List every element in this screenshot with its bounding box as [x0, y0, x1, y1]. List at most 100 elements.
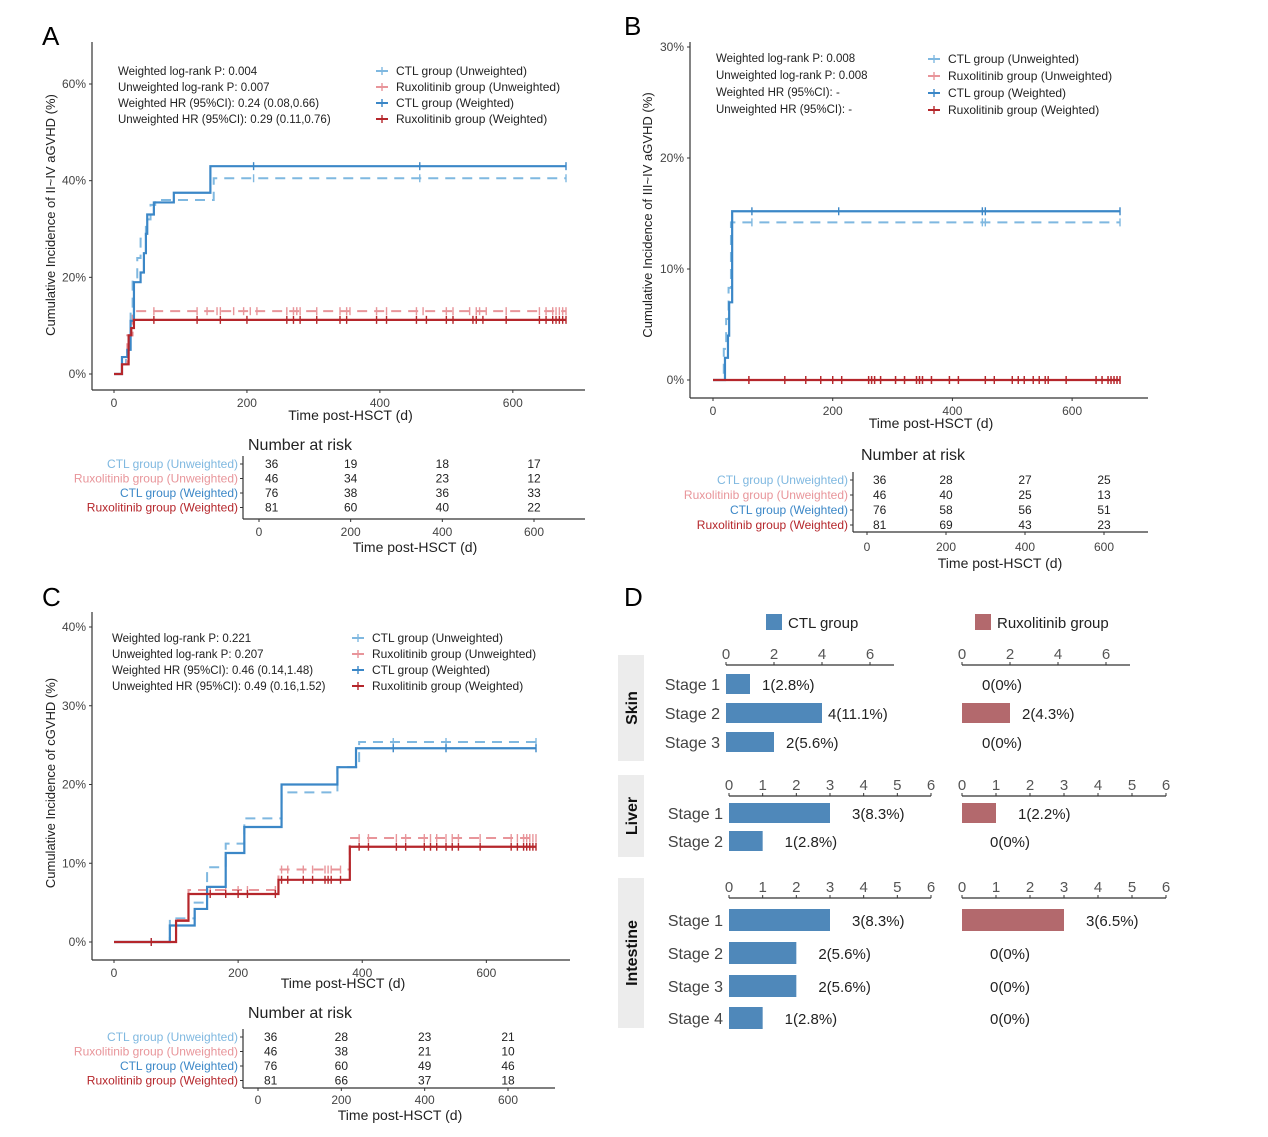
risk-value: 25 [1018, 488, 1032, 502]
risk-value: 36 [265, 457, 279, 471]
risk-value: 76 [265, 486, 279, 500]
facet-strip [618, 775, 644, 857]
x-tick-label: 200 [823, 404, 843, 418]
risk-value: 76 [264, 1059, 278, 1073]
x-axis-title: Time post-HSCT (d) [288, 407, 412, 423]
risk-value: 38 [335, 1045, 349, 1059]
bar-value-label: 1(2.8%) [785, 1011, 838, 1028]
stat-text: Weighted HR (95%CI): - [716, 87, 840, 99]
risk-value: 27 [1018, 473, 1032, 487]
y-tick-label: 60% [62, 77, 86, 91]
series-line-ctl-weighted [114, 747, 536, 944]
legend-label: CTL group [788, 615, 858, 632]
bar-value-label: 3(8.3%) [852, 913, 905, 930]
stage-label: Stage 2 [668, 946, 723, 963]
bar-ctl [729, 942, 797, 964]
risk-table-title: Number at risk [248, 437, 353, 454]
legend-label: CTL group (Weighted) [948, 86, 1066, 100]
risk-x-tick-label: 0 [255, 1093, 262, 1107]
bar-axis-tick-label: 4 [1094, 777, 1102, 794]
risk-value: 56 [1018, 503, 1032, 517]
risk-value: 18 [436, 457, 450, 471]
facet-liver: Liver 0 1 2 3 4 5 6 3(8.3%) 1(2.8%) 0 1 2 3 4 5 6 1(2.2%)… [618, 775, 1170, 857]
risk-value: 17 [527, 457, 541, 471]
bar-ctl [729, 803, 830, 823]
risk-x-tick-label: 200 [341, 525, 361, 539]
x-tick-label: 0 [111, 396, 118, 410]
y-tick-label: 30% [62, 699, 86, 713]
x-tick-label: 600 [1062, 404, 1082, 418]
legend-label: CTL group (Unweighted) [948, 52, 1079, 66]
y-tick-label: 40% [62, 620, 86, 634]
facet-label: Intestine [624, 920, 641, 986]
x-tick-label: 600 [503, 396, 523, 410]
risk-value: 81 [264, 1074, 278, 1088]
y-tick-label: 40% [62, 174, 86, 188]
risk-x-axis-title: Time post-HSCT (d) [938, 555, 1062, 571]
facet-strip [618, 655, 644, 761]
x-tick-label: 0 [710, 404, 717, 418]
stat-text: Unweighted HR (95%CI): 0.49 (0.16,1.52) [112, 681, 326, 693]
bar-ruxolitinib [962, 909, 1064, 931]
bar-value-label: 2(4.3%) [1022, 706, 1075, 723]
risk-x-tick-label: 600 [498, 1093, 518, 1107]
x-tick-label: 400 [370, 396, 390, 410]
facet-label: Skin [624, 691, 641, 725]
risk-value: 25 [1097, 473, 1111, 487]
bar-axis-tick-label: 0 [725, 879, 733, 896]
stat-text: Unweighted log-rank P: 0.008 [716, 70, 868, 82]
risk-value: 36 [436, 486, 450, 500]
series-line-ctl-unweighted [114, 740, 536, 943]
risk-row-label: Ruxolitinib group (Weighted) [87, 1074, 238, 1088]
bar-value-label: 0(0%) [990, 1011, 1030, 1028]
bar-value-label: 3(8.3%) [852, 806, 905, 823]
x-tick-label: 200 [237, 396, 257, 410]
panel-d: D CTL group Ruxolitinib group Skin 0 2 4 6 1(2.8… [618, 582, 1170, 1029]
risk-value: 49 [418, 1059, 432, 1073]
bar-value-label: 1(2.2%) [1018, 806, 1071, 823]
legend-label: Ruxolitinib group (Weighted) [396, 112, 547, 126]
risk-row-label: Ruxolitinib group (Unweighted) [74, 472, 238, 486]
stat-text: Weighted HR (95%CI): 0.46 (0.14,1.48) [112, 665, 313, 677]
risk-row-label: CTL group (Unweighted) [107, 457, 238, 471]
bar-axis-tick-label: 6 [866, 646, 874, 663]
bar-axis-tick-label: 2 [792, 777, 800, 794]
bar-ctl [726, 703, 822, 723]
stat-text: Unweighted HR (95%CI): 0.29 (0.11,0.76) [118, 114, 331, 126]
risk-row-label: Ruxolitinib group (Unweighted) [74, 1045, 238, 1059]
risk-x-tick-label: 0 [864, 540, 871, 554]
risk-value: 46 [264, 1045, 278, 1059]
risk-value: 60 [335, 1059, 349, 1073]
risk-value: 22 [527, 501, 541, 515]
bar-axis-tick-label: 3 [1060, 879, 1068, 896]
bar-axis-tick-label: 6 [1162, 777, 1170, 794]
bar-axis-tick-label: 6 [927, 879, 935, 896]
risk-x-tick-label: 600 [1094, 540, 1114, 554]
risk-value: 28 [939, 473, 953, 487]
bar-axis-tick-label: 5 [893, 879, 901, 896]
legend-swatch [766, 614, 782, 630]
bar-value-label: 2(5.6%) [786, 735, 839, 752]
y-axis-title: Cumulative Incidence of II~IV aGVHD (%) [43, 94, 58, 336]
legend-label: Ruxolitinib group (Weighted) [948, 103, 1099, 117]
series-line-rux-weighted [114, 318, 566, 376]
bar-value-label: 0(0%) [982, 677, 1022, 694]
stage-label: Stage 1 [665, 677, 720, 694]
bar-axis-tick-label: 3 [826, 777, 834, 794]
stat-text: Unweighted log-rank P: 0.007 [118, 82, 270, 94]
risk-table-title: Number at risk [861, 447, 966, 464]
bar-value-label: 0(0%) [982, 735, 1022, 752]
y-axis-title: Cumulative Incidence of III~IV aGVHD (%) [640, 92, 655, 337]
legend-label: Ruxolitinib group (Unweighted) [948, 69, 1112, 83]
bar-axis-tick-label: 2 [770, 646, 778, 663]
y-axis-title: Cumulative Incidence of cGVHD (%) [43, 678, 58, 888]
risk-value: 28 [335, 1030, 349, 1044]
legend-label: Ruxolitinib group (Weighted) [372, 679, 523, 693]
bar-axis-tick-label: 6 [1102, 646, 1110, 663]
stat-text: Weighted HR (95%CI): 0.24 (0.08,0.66) [118, 98, 319, 110]
facet-strip [618, 878, 644, 1028]
panel-letter: D [624, 582, 643, 612]
bar-axis-tick-label: 6 [927, 777, 935, 794]
risk-value: 36 [873, 473, 887, 487]
